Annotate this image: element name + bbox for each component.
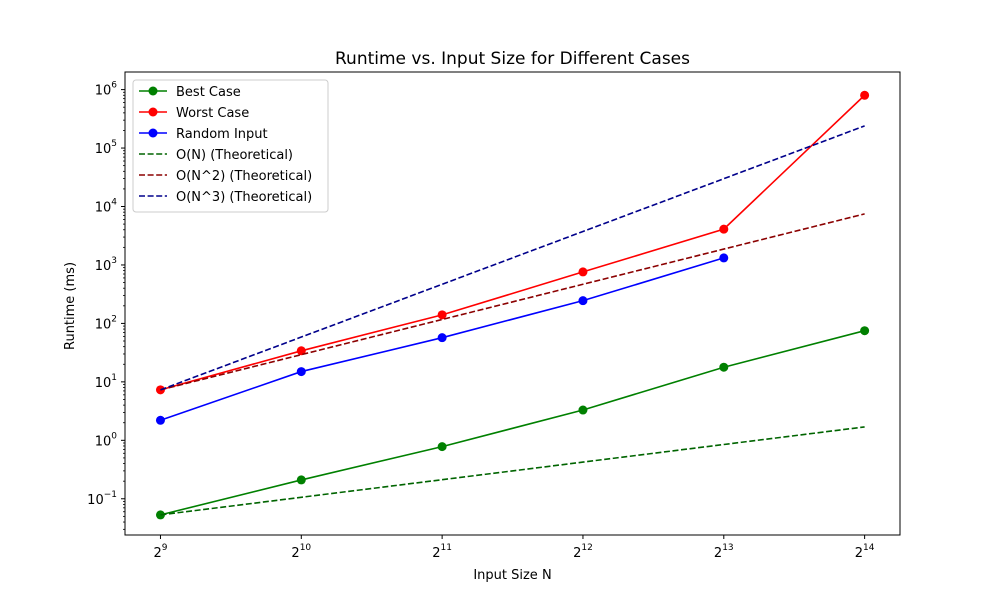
y-tick-label: 102 — [95, 314, 117, 332]
legend-marker-best-case — [148, 86, 158, 96]
y-tick-label: 103 — [95, 256, 117, 274]
legend-marker-worst-case — [148, 107, 158, 117]
data-point-worst-case — [578, 267, 588, 277]
x-axis-title: Input Size N — [473, 568, 551, 583]
y-tick-label: 10−1 — [87, 490, 117, 508]
legend-label-o-n-2-theoretical: O(N^2) (Theoretical) — [176, 169, 312, 184]
data-point-worst-case — [437, 310, 447, 320]
data-point-random-input — [719, 253, 729, 263]
series-line-o-n-2-theoretical — [160, 213, 865, 391]
data-point-worst-case — [719, 224, 729, 234]
legend-label-worst-case: Worst Case — [176, 106, 249, 121]
data-point-random-input — [437, 333, 447, 343]
series-group — [155, 90, 870, 520]
plot-frame — [124, 71, 901, 536]
y-tick-label: 100 — [95, 431, 118, 449]
x-tick-label: 210 — [291, 543, 311, 561]
data-point-best-case — [860, 326, 870, 336]
data-point-worst-case — [296, 346, 306, 356]
legend-label-o-n-theoretical: O(N) (Theoretical) — [176, 148, 293, 163]
series-line-o-n-theoretical — [160, 426, 865, 516]
y-tick-label: 105 — [95, 139, 117, 157]
legend-marker-random-input — [148, 128, 158, 138]
x-tick-label: 212 — [573, 543, 593, 561]
x-tick-label: 29 — [153, 543, 167, 561]
data-point-best-case — [437, 442, 447, 452]
data-point-best-case — [296, 475, 306, 485]
series-line-best-case — [160, 329, 865, 516]
legend-label-best-case: Best Case — [176, 85, 241, 100]
legend-box — [132, 79, 329, 213]
x-tick-label: 214 — [855, 543, 875, 561]
data-point-random-input — [155, 415, 165, 425]
data-point-random-input — [578, 296, 588, 306]
series-line-o-n-3-theoretical — [160, 125, 865, 391]
x-tick-label: 211 — [432, 543, 452, 561]
data-point-best-case — [719, 362, 729, 372]
data-point-best-case — [578, 405, 588, 415]
chart-title: Runtime vs. Input Size for Different Cas… — [335, 49, 690, 69]
y-tick-label: 101 — [95, 373, 117, 391]
legend-label-random-input: Random Input — [176, 127, 268, 142]
legend: Best Case Worst Case Random Input O(N) (The… — [132, 79, 329, 213]
data-point-worst-case — [860, 90, 870, 100]
axes: 29 210 211 212 213 214 10−1 100 101 102 103 104 105 1… — [87, 71, 901, 561]
legend-label-o-n-3-theoretical: O(N^3) (Theoretical) — [176, 190, 312, 205]
plot-area — [155, 90, 870, 520]
y-tick-label: 104 — [95, 198, 118, 216]
series-line-worst-case — [160, 94, 866, 391]
data-point-random-input — [296, 367, 306, 377]
x-tick-label: 213 — [714, 543, 734, 561]
y-axis-title: Runtime (ms) — [63, 262, 78, 350]
y-tick-label: 106 — [95, 81, 118, 99]
